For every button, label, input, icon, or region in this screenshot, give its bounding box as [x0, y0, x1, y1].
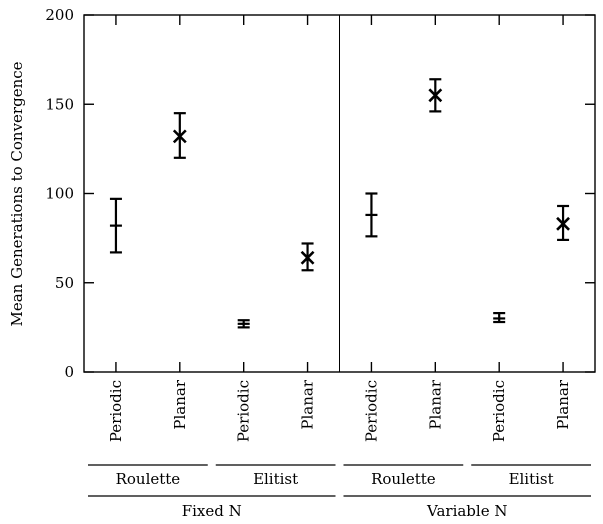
y-tick-label: 100 — [45, 185, 74, 203]
y-tick-label: 150 — [45, 95, 74, 113]
selection-group-label: Roulette — [371, 470, 436, 488]
population-group-label: Variable N — [426, 502, 507, 520]
data-point-cross — [172, 129, 187, 144]
x-tick-label: Periodic — [362, 380, 380, 442]
x-tick-label: Periodic — [107, 380, 125, 442]
y-tick-label: 50 — [55, 274, 74, 292]
data-point-cross — [300, 250, 315, 265]
selection-group-label: Roulette — [116, 470, 181, 488]
data-point-cross — [556, 216, 570, 231]
x-tick-label: Planar — [299, 379, 317, 429]
plot-area: 0 50 100 150 200 Periodic Planar Periodic Planar… — [45, 6, 596, 520]
x-tick-label: Planar — [554, 379, 572, 429]
y-axis-label: Mean Generations to Convergence — [8, 61, 26, 326]
selection-group-label: Elitist — [253, 470, 298, 488]
population-group-label: Fixed N — [182, 502, 242, 520]
x-tick-label: Planar — [171, 379, 189, 429]
y-tick-label: 0 — [64, 363, 74, 381]
x-tick-label: Periodic — [490, 380, 508, 442]
x-tick-label: Periodic — [235, 380, 253, 442]
x-tick-label: Planar — [426, 379, 444, 429]
data-point-cross — [428, 88, 443, 103]
y-tick-label: 200 — [45, 6, 74, 24]
selection-group-label: Elitist — [509, 470, 554, 488]
